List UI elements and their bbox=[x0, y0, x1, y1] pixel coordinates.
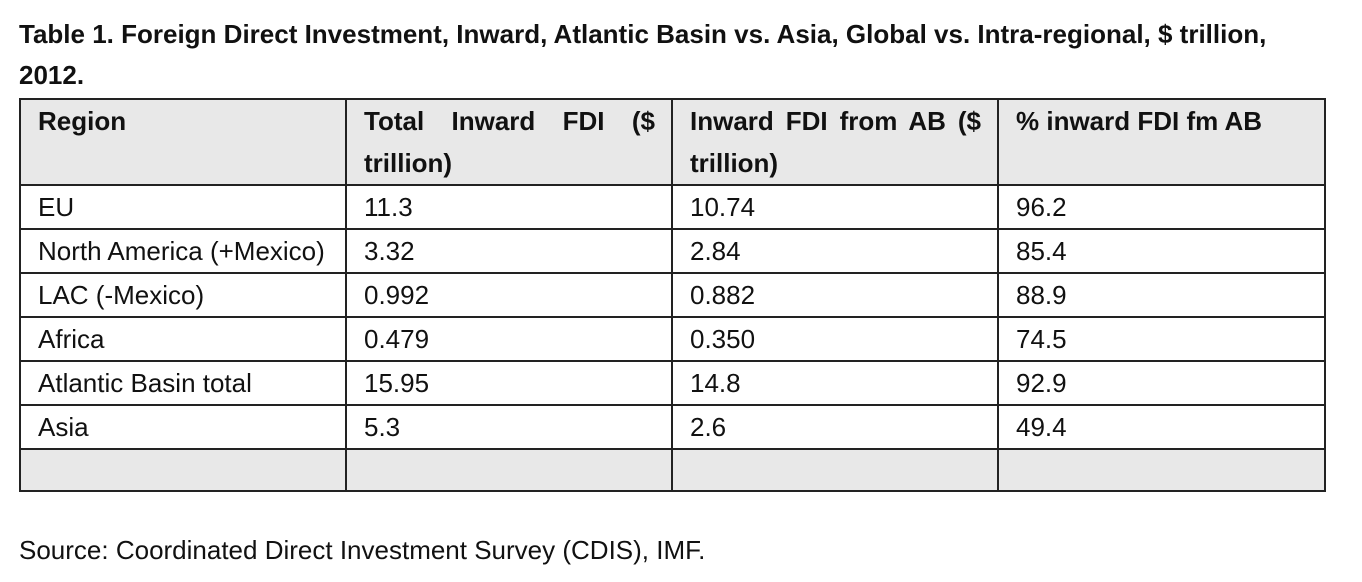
table-cell: 0.992 bbox=[345, 272, 673, 318]
table-row: Asia 5.3 2.6 49.4 bbox=[19, 404, 1326, 450]
table-cell: 92.9 bbox=[997, 360, 1326, 406]
table-cell: 74.5 bbox=[997, 316, 1326, 362]
table-row: North America (+Mexico) 3.32 2.84 85.4 bbox=[19, 228, 1326, 274]
header-cell: Region bbox=[19, 98, 347, 186]
table-cell: North America (+Mexico) bbox=[19, 228, 347, 274]
table-cell: 3.32 bbox=[345, 228, 673, 274]
data-table: Region Total Inward FDI ($ trillion) Inwar… bbox=[19, 98, 1326, 492]
empty-row bbox=[19, 448, 1326, 492]
table-cell: LAC (-Mexico) bbox=[19, 272, 347, 318]
table-cell: Atlantic Basin total bbox=[19, 360, 347, 406]
table-cell: 96.2 bbox=[997, 184, 1326, 230]
table-cell: 15.95 bbox=[345, 360, 673, 406]
header-cell: Inward FDI from AB ($ trillion) bbox=[671, 98, 999, 186]
table-row: Africa 0.479 0.350 74.5 bbox=[19, 316, 1326, 362]
table-cell: EU bbox=[19, 184, 347, 230]
table-title: Table 1. Foreign Direct Investment, Inwa… bbox=[19, 19, 1267, 90]
table-cell: 2.84 bbox=[671, 228, 999, 274]
table-cell: 5.3 bbox=[345, 404, 673, 450]
source-note: Source: Coordinated Direct Investment Su… bbox=[19, 535, 706, 565]
table-cell: 14.8 bbox=[671, 360, 999, 406]
header-row: Region Total Inward FDI ($ trillion) Inwar… bbox=[19, 98, 1326, 186]
table-cell: Africa bbox=[19, 316, 347, 362]
table-cell: 0.350 bbox=[671, 316, 999, 362]
empty-cell bbox=[671, 448, 999, 492]
table-body: EU 11.3 10.74 96.2 North America (+Mexico) 3.… bbox=[19, 184, 1326, 492]
table-cell: 10.74 bbox=[671, 184, 999, 230]
table-cell: 85.4 bbox=[997, 228, 1326, 274]
empty-cell bbox=[997, 448, 1326, 492]
table-row: Atlantic Basin total 15.95 14.8 92.9 bbox=[19, 360, 1326, 406]
empty-cell bbox=[19, 448, 347, 492]
header-cell: Total Inward FDI ($ trillion) bbox=[345, 98, 673, 186]
table-cell: Asia bbox=[19, 404, 347, 450]
table-cell: 2.6 bbox=[671, 404, 999, 450]
table-cell: 0.479 bbox=[345, 316, 673, 362]
table-cell: 0.882 bbox=[671, 272, 999, 318]
table-cell: 49.4 bbox=[997, 404, 1326, 450]
header-cell: % inward FDI fm AB bbox=[997, 98, 1326, 186]
empty-cell bbox=[345, 448, 673, 492]
table-row: LAC (-Mexico) 0.992 0.882 88.9 bbox=[19, 272, 1326, 318]
table-cell: 11.3 bbox=[345, 184, 673, 230]
table-row: EU 11.3 10.74 96.2 bbox=[19, 184, 1326, 230]
table-cell: 88.9 bbox=[997, 272, 1326, 318]
